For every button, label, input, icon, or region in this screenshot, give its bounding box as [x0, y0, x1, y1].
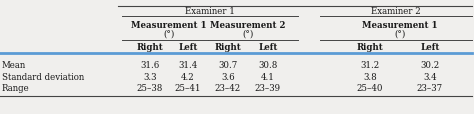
- Text: 3.8: 3.8: [363, 72, 377, 81]
- Text: 30.8: 30.8: [258, 60, 278, 69]
- Text: 4.2: 4.2: [181, 72, 195, 81]
- Text: (°): (°): [242, 29, 254, 38]
- Text: Left: Left: [258, 42, 278, 51]
- Text: Left: Left: [178, 42, 198, 51]
- Text: 31.2: 31.2: [360, 60, 380, 69]
- Text: Right: Right: [137, 42, 164, 51]
- Text: 25–41: 25–41: [175, 84, 201, 93]
- Text: Right: Right: [215, 42, 241, 51]
- Text: 23–39: 23–39: [255, 84, 281, 93]
- Text: 23–42: 23–42: [215, 84, 241, 93]
- Text: Measurement 1: Measurement 1: [362, 21, 438, 30]
- Text: 31.4: 31.4: [178, 60, 198, 69]
- Text: Right: Right: [356, 42, 383, 51]
- Text: Measurement 2: Measurement 2: [210, 21, 286, 30]
- Text: 23–37: 23–37: [417, 84, 443, 93]
- Text: Mean: Mean: [2, 60, 26, 69]
- Text: Left: Left: [420, 42, 440, 51]
- Text: Standard deviation: Standard deviation: [2, 72, 84, 81]
- Text: 30.2: 30.2: [420, 60, 439, 69]
- Text: 30.7: 30.7: [219, 60, 237, 69]
- Text: 31.6: 31.6: [140, 60, 160, 69]
- Text: 25–40: 25–40: [357, 84, 383, 93]
- Text: Measurement 1: Measurement 1: [131, 21, 207, 30]
- Text: (°): (°): [394, 29, 406, 38]
- Text: 3.4: 3.4: [423, 72, 437, 81]
- Text: Examiner 1: Examiner 1: [185, 7, 235, 16]
- Text: 3.3: 3.3: [143, 72, 157, 81]
- Text: (°): (°): [164, 29, 175, 38]
- Text: 25–38: 25–38: [137, 84, 163, 93]
- Text: Examiner 2: Examiner 2: [371, 7, 421, 16]
- Text: Range: Range: [2, 84, 30, 93]
- Text: 3.6: 3.6: [221, 72, 235, 81]
- Text: 4.1: 4.1: [261, 72, 275, 81]
